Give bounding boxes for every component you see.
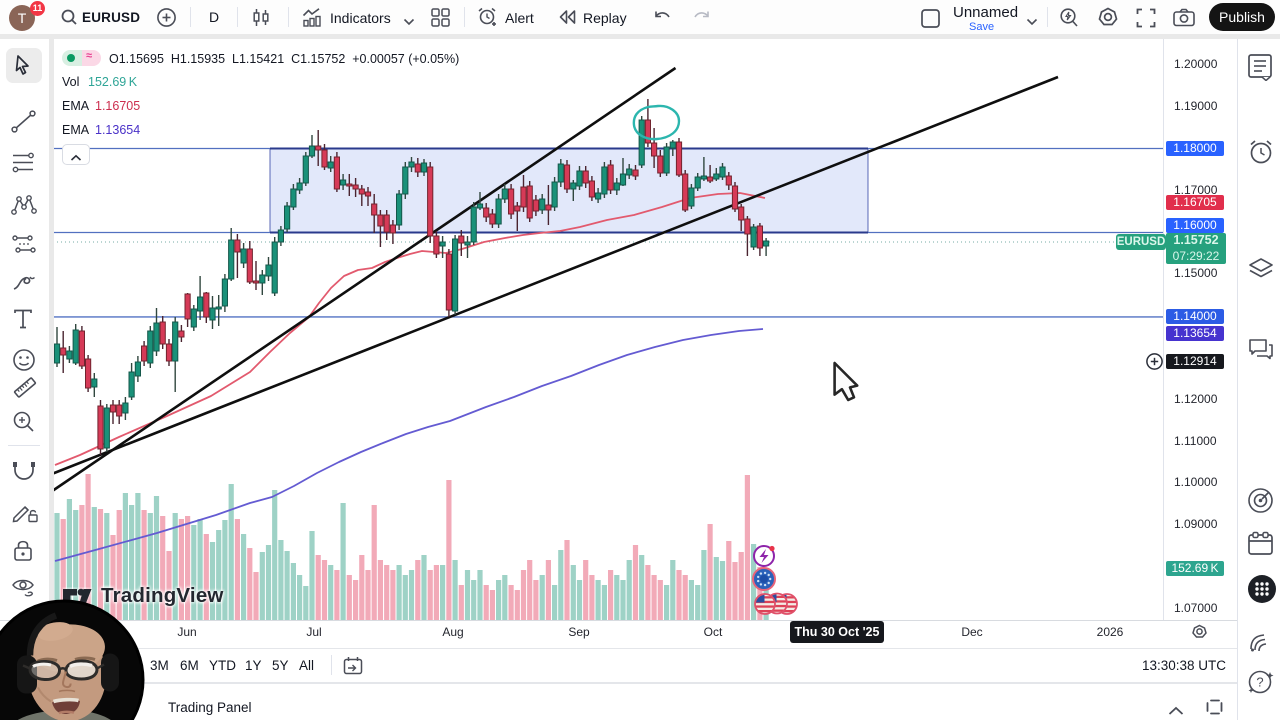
svg-text:?: ?	[1256, 675, 1263, 690]
